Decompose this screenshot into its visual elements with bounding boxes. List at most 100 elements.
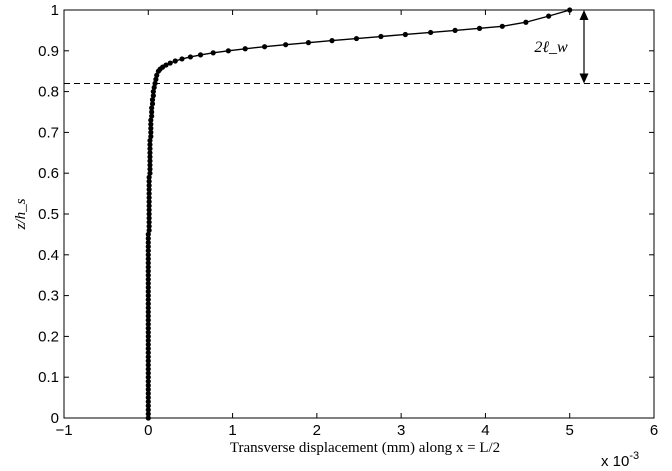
x-tick-label: 1	[228, 422, 236, 439]
data-point	[179, 56, 185, 62]
data-point	[147, 146, 153, 152]
data-point	[145, 293, 151, 299]
data-point	[149, 97, 156, 103]
data-point	[146, 182, 152, 189]
x-axis-label: Transverse displacement (mm) along x = L…	[230, 440, 500, 456]
data-point	[145, 329, 151, 335]
data-point	[146, 186, 152, 193]
data-point	[150, 89, 156, 95]
y-tick-label: 0.9	[38, 43, 59, 60]
data-point	[146, 215, 152, 221]
data-point	[145, 378, 151, 384]
annotation-layer: 2ℓ_w	[534, 10, 589, 84]
data-point	[378, 33, 384, 40]
data-point	[145, 403, 151, 409]
x-tick-label: 0	[144, 422, 152, 439]
data-point	[146, 174, 152, 180]
data-point	[147, 166, 153, 172]
x-tick-label: 6	[650, 422, 658, 439]
x-tick-label: 4	[481, 422, 489, 439]
data-point	[145, 366, 151, 372]
data-point	[146, 178, 152, 184]
data-point	[145, 248, 151, 254]
y-tick-label: 0	[51, 410, 59, 427]
data-point	[145, 415, 151, 421]
data-point	[145, 280, 151, 286]
data-point	[145, 276, 151, 282]
data-point	[283, 42, 289, 48]
plot-frame	[63, 9, 655, 419]
data-point	[145, 390, 151, 397]
data-point	[146, 219, 152, 225]
data-point	[145, 260, 151, 266]
y-tick-label: 0.6	[38, 165, 59, 182]
data-point	[147, 162, 153, 168]
data-point	[146, 207, 152, 213]
data-point	[197, 52, 204, 58]
data-point	[225, 48, 231, 54]
data-point	[145, 333, 151, 339]
data-point	[329, 38, 335, 44]
y-tick-label: 1	[51, 2, 59, 19]
y-tick-label: 0.3	[38, 288, 59, 305]
y-tick-label: 0.5	[38, 206, 59, 223]
data-point	[402, 31, 408, 38]
data-point	[476, 25, 483, 31]
data-point	[145, 288, 151, 295]
data-point	[167, 60, 173, 66]
data-point	[187, 54, 194, 60]
y-axis-label: z/h_s	[13, 198, 29, 230]
data-point	[242, 46, 248, 52]
annotation-label: 2ℓ_w	[534, 39, 568, 56]
data-point	[149, 109, 155, 115]
annotation-arrow-head-top	[579, 10, 589, 20]
x-tick-label: 3	[397, 422, 405, 439]
data-point	[145, 235, 151, 242]
data-point	[145, 256, 151, 262]
x-tick-label: −1	[55, 422, 72, 439]
data-point	[145, 386, 151, 393]
y-tick-label: 0.1	[38, 369, 59, 386]
data-point	[145, 231, 151, 237]
data-point	[145, 346, 151, 352]
data-point	[523, 19, 529, 25]
data-point	[146, 199, 152, 205]
y-tick-label: 0.8	[38, 84, 59, 101]
data-point	[148, 133, 154, 140]
data-point	[146, 223, 152, 229]
data-point	[145, 382, 151, 388]
data-point	[145, 354, 151, 360]
data-point	[163, 62, 169, 68]
data-point	[145, 301, 151, 307]
data-point	[145, 309, 151, 315]
data-point	[172, 58, 178, 64]
data-point	[151, 84, 157, 91]
data-point	[145, 264, 151, 270]
data-point	[145, 362, 151, 368]
data-point	[145, 374, 151, 380]
annotation-arrow-head-bottom	[579, 73, 589, 84]
data-point	[145, 297, 151, 303]
data-point	[146, 203, 152, 209]
data-point	[305, 40, 312, 46]
data-point	[452, 27, 458, 33]
data-point	[145, 252, 151, 258]
data-point	[262, 44, 268, 50]
data-point	[149, 101, 156, 107]
data-point	[567, 7, 573, 13]
data-point	[147, 170, 153, 176]
data-point	[145, 399, 151, 405]
data-point	[153, 76, 159, 82]
data-point	[147, 158, 153, 164]
data-point	[145, 313, 151, 319]
data-point	[148, 129, 154, 135]
data-point	[145, 244, 151, 250]
data-series	[64, 7, 654, 421]
data-point	[145, 321, 151, 327]
data-point	[147, 154, 153, 160]
data-point	[146, 191, 152, 197]
axes: −1 0 1 2 3 4 5 600.10.20.30.40.50.60.70.80.91	[38, 2, 658, 439]
data-point	[149, 113, 155, 119]
data-point	[145, 284, 151, 291]
